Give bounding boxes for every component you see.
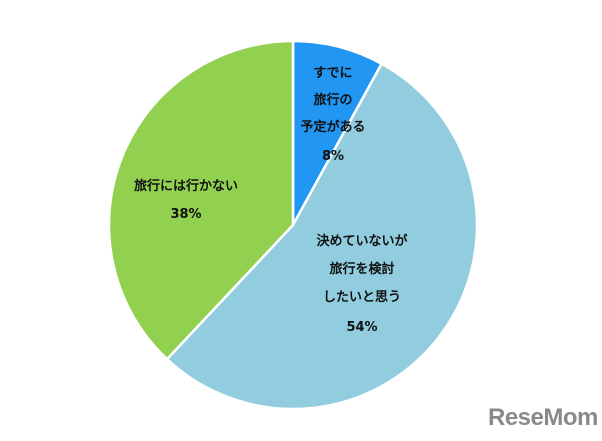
label-slice-1: 決めていないが 旅行を検討 したいと思う 54% — [316, 233, 407, 335]
label-line: 旅行には行かない — [134, 178, 238, 194]
pie-slice-0 — [291, 39, 383, 227]
resemom-logo: ReseMom — [488, 404, 598, 431]
label-percent: 8% — [322, 149, 344, 164]
label-line: 旅行を検討 — [329, 261, 394, 277]
label-line: 旅行の — [313, 92, 352, 108]
label-line: したいと思う — [323, 290, 401, 305]
label-line: 予定がある — [300, 119, 365, 135]
label-percent: 38% — [170, 207, 201, 222]
label-line: すでに — [313, 66, 352, 81]
pie-slice-1 — [165, 62, 479, 411]
label-slice-0: すでに 旅行の 予定がある 8% — [300, 66, 365, 164]
pie-slice-2 — [107, 39, 295, 361]
label-line: 決めていないが — [316, 233, 407, 249]
label-percent: 54% — [346, 320, 377, 335]
label-slice-2: 旅行には行かない 38% — [134, 178, 238, 222]
